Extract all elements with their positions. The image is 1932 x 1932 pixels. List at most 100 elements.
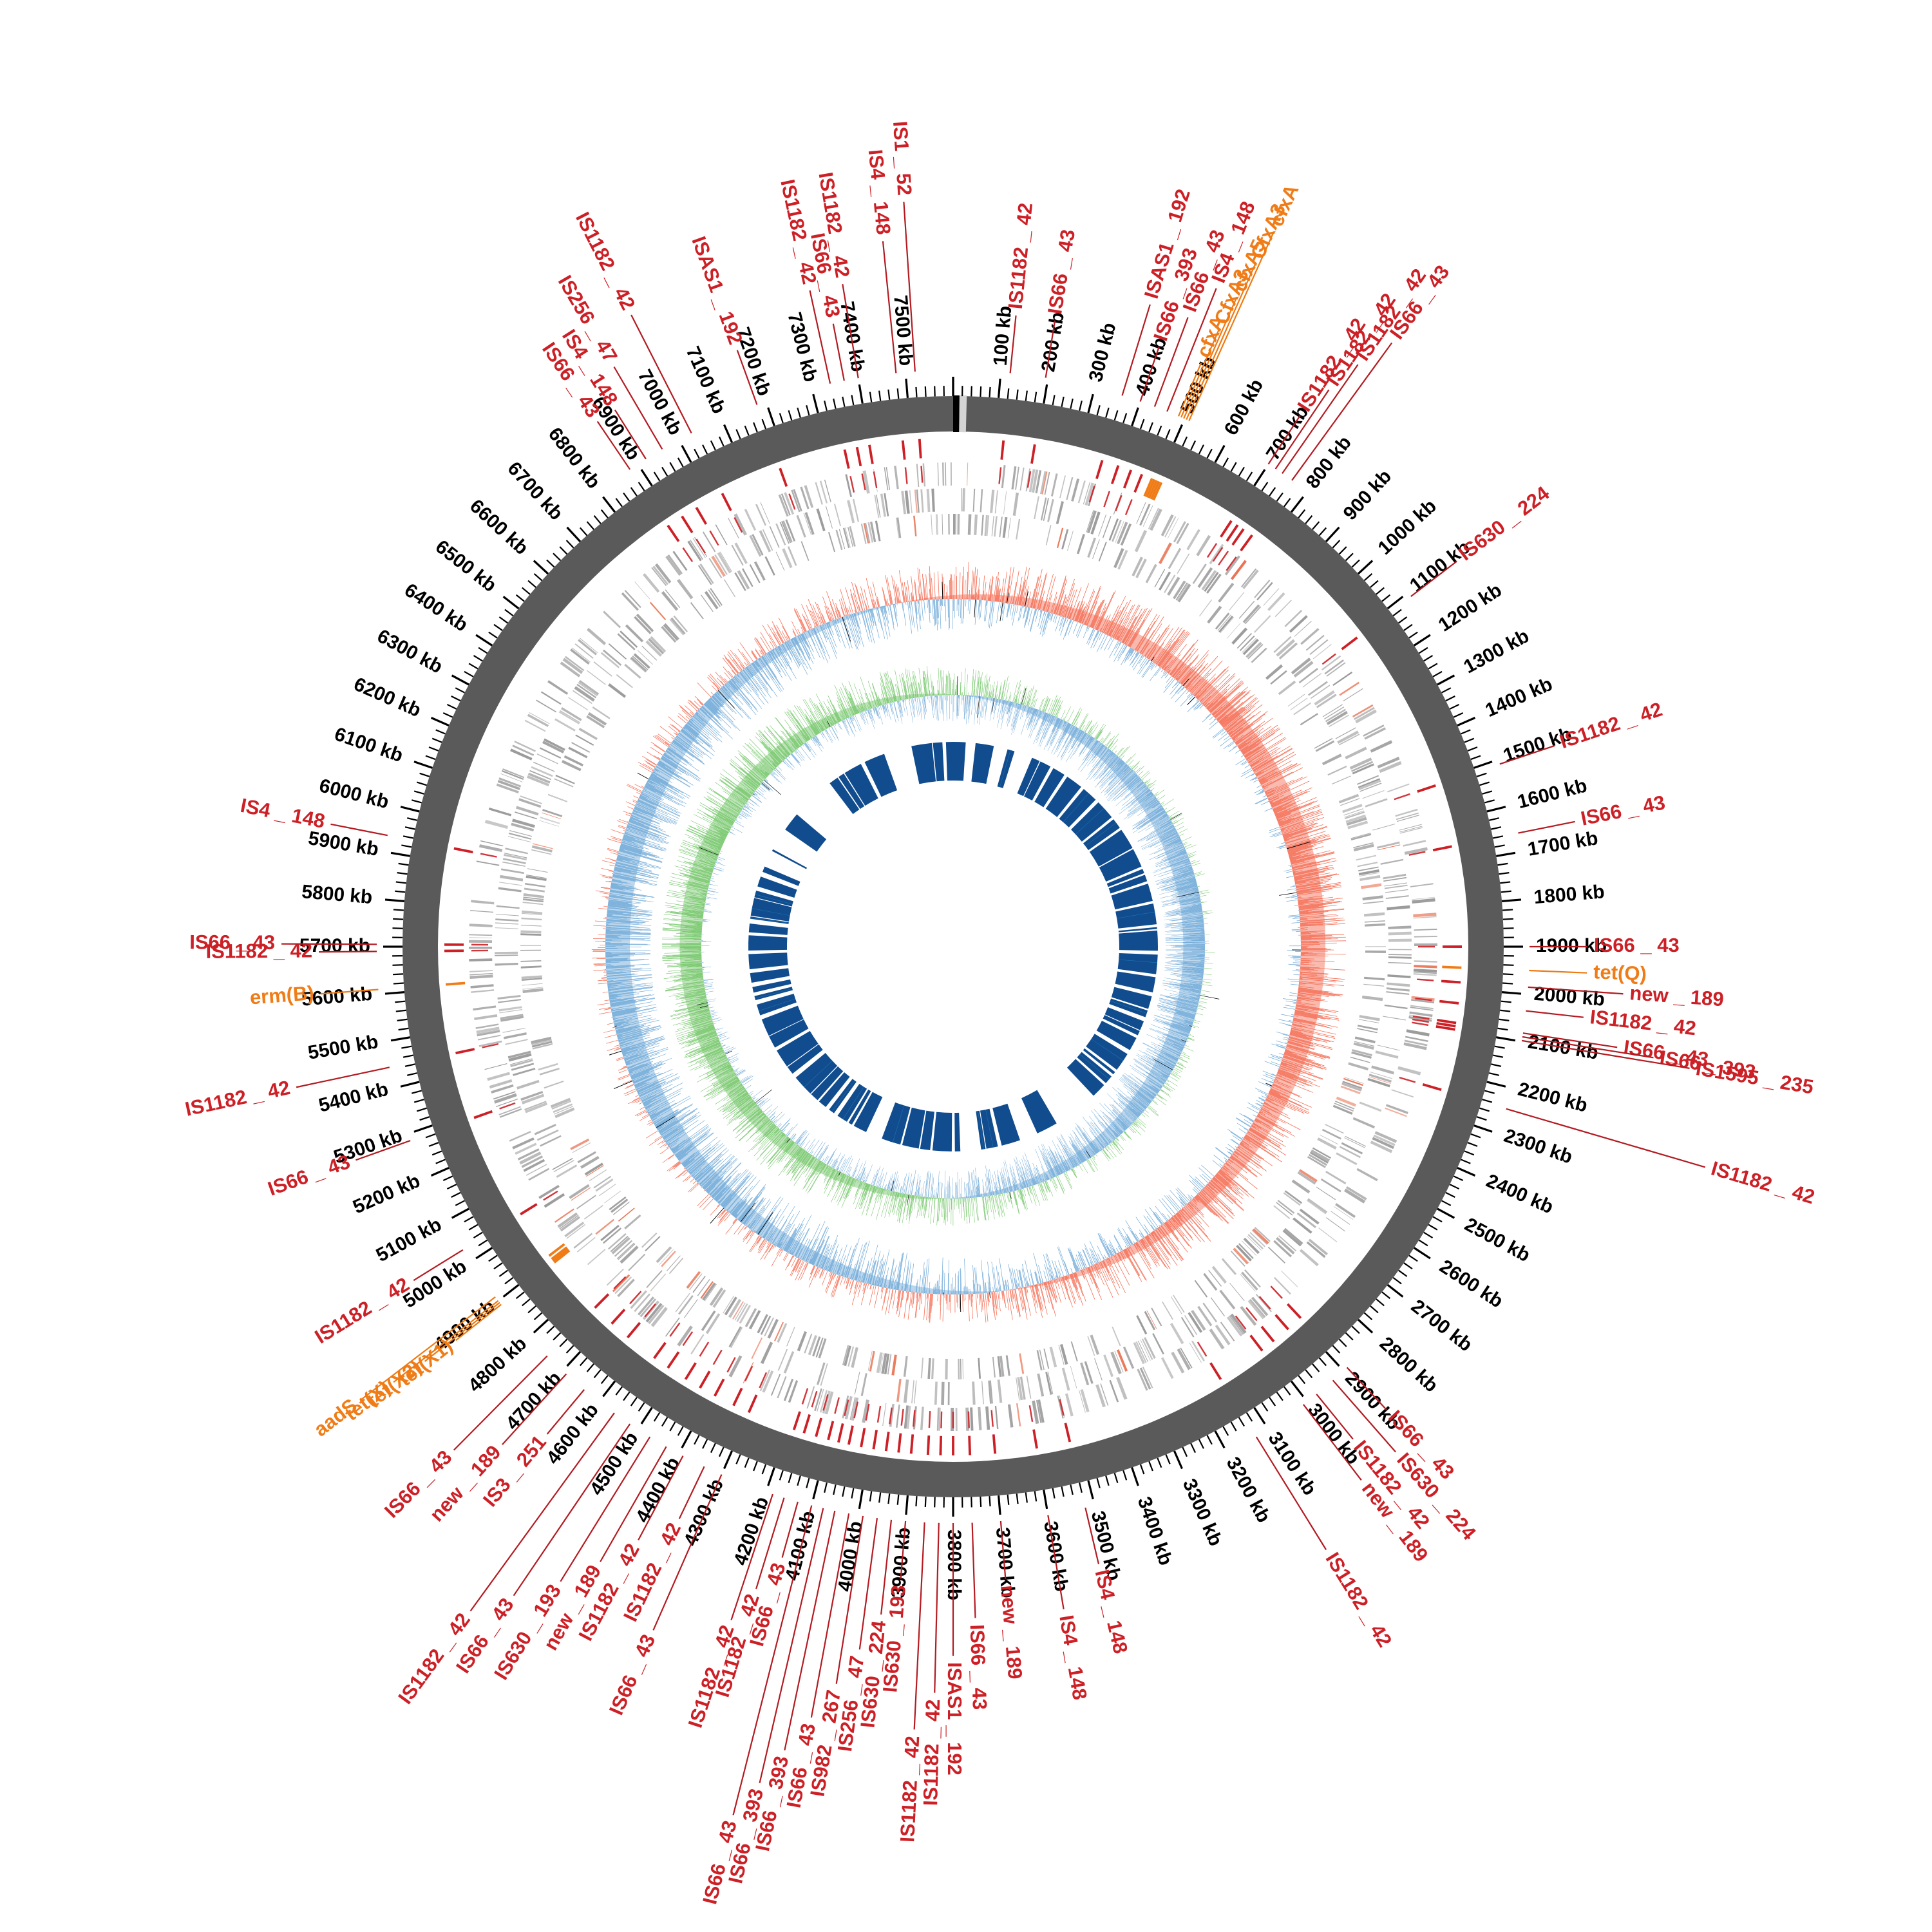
histogram-envelope: [1195, 682, 1209, 697]
cds-block: [1220, 617, 1235, 634]
histogram-envelope: [1227, 1160, 1241, 1172]
histogram-envelope: [1280, 819, 1303, 829]
is-element-marker: [444, 943, 464, 946]
cds-block: [522, 983, 543, 986]
cds-block: [1404, 847, 1428, 855]
histogram-bar: [1133, 655, 1143, 671]
cds-block: [630, 1290, 647, 1309]
cds-block: [624, 663, 641, 679]
histogram-envelope: [1259, 1110, 1278, 1121]
is-element-inner-tick: [940, 1411, 943, 1428]
histogram-envelope: [1258, 1113, 1276, 1124]
cds-block: [1332, 671, 1353, 687]
cds-block: [522, 898, 544, 903]
cds-block: [1043, 498, 1049, 521]
cds-block: [608, 643, 627, 660]
cds-block: [539, 1067, 560, 1075]
cds-block: [538, 1063, 558, 1071]
histogram-envelope: [1300, 922, 1325, 925]
cds-block: [517, 1148, 540, 1160]
cds-block: [1098, 514, 1107, 536]
is-element-inner-tick: [1408, 851, 1426, 856]
ruler-tick: [710, 440, 716, 451]
cds-block: [704, 591, 719, 610]
ruler-tick-label: 2400 kb: [1483, 1170, 1557, 1218]
cds-block: [1340, 798, 1360, 806]
cds-block: [731, 544, 744, 566]
histogram-envelope: [1296, 1000, 1320, 1005]
is-element-marker: [1249, 1334, 1264, 1352]
ruler-tick: [1173, 424, 1183, 443]
ruler-tick: [1214, 444, 1226, 463]
histogram-envelope: [1238, 735, 1258, 749]
cds-block: [1240, 1305, 1257, 1326]
ruler-tick: [1007, 1494, 1010, 1505]
is-element-marker: [901, 440, 906, 460]
ruler-tick: [1016, 1493, 1019, 1504]
ruler-tick: [498, 616, 508, 624]
histogram-envelope: [1208, 1182, 1220, 1194]
cds-block: [1385, 1107, 1407, 1117]
histogram-bar: [1287, 888, 1296, 891]
cds-block: [770, 1374, 781, 1396]
histogram-envelope: [1295, 1006, 1319, 1012]
cds-block: [1299, 1208, 1320, 1225]
cds-block: [1356, 855, 1377, 861]
is-element-inner-tick: [1412, 1018, 1429, 1023]
cds-block: [520, 795, 542, 804]
is-element-marker: [1095, 460, 1104, 479]
cds-block: [1159, 571, 1171, 591]
cds-block: [1403, 1042, 1427, 1050]
ruler-tick: [1305, 515, 1313, 524]
cds-block: [1133, 1342, 1144, 1365]
is-element-marker: [779, 468, 788, 488]
histogram-bar: [1131, 652, 1139, 664]
histogram-bar: [1061, 616, 1062, 618]
cds-block: [1354, 1041, 1375, 1046]
histogram-envelope: [954, 594, 956, 600]
histogram-envelope: [1117, 627, 1126, 641]
histogram-envelope: [1191, 679, 1206, 695]
histogram-envelope: [1229, 1157, 1244, 1169]
cds-block: [509, 1058, 533, 1065]
cds-block: [520, 965, 542, 969]
ruler-tick: [1376, 1298, 1385, 1307]
is-element-marker: [1341, 636, 1358, 650]
histogram-envelope: [1213, 1176, 1227, 1188]
cds-block: [1352, 1049, 1372, 1057]
ruler-tick: [1470, 1133, 1481, 1139]
cds-block: [1003, 491, 1007, 515]
histogram-envelope: [1077, 610, 1083, 623]
histogram-envelope: [1153, 649, 1165, 663]
cds-block: [1206, 573, 1222, 594]
cds-block: [783, 1351, 795, 1374]
cds-block: [1324, 659, 1344, 675]
cds-block: [953, 514, 956, 535]
cds-block: [521, 978, 542, 981]
cds-block: [755, 504, 766, 526]
is-element-inner-tick: [904, 467, 908, 484]
ruler-tick: [395, 890, 406, 893]
cds-block: [1414, 960, 1437, 963]
histogram-envelope: [1278, 1068, 1300, 1077]
is-element-marker: [837, 1423, 844, 1443]
cds-block: [476, 1027, 500, 1034]
ruler-tick: [1502, 909, 1513, 911]
ruler-tick: [406, 1072, 418, 1076]
cds-block: [498, 1006, 522, 1012]
is-element-inner-tick: [682, 547, 694, 562]
ruler-tick: [402, 835, 413, 839]
cds-block: [500, 1014, 524, 1019]
ruler-tick: [593, 515, 601, 524]
cds-block: [577, 1151, 596, 1164]
cds-block: [1191, 1340, 1205, 1361]
ruler-tick: [1461, 729, 1471, 735]
cds-block: [1256, 582, 1273, 601]
histogram-envelope: [1236, 733, 1256, 747]
histogram-envelope: [948, 595, 950, 600]
histogram-envelope: [1242, 1139, 1258, 1151]
histogram-envelope: [1047, 601, 1052, 612]
ruler-tick: [1338, 546, 1347, 555]
cds-block: [1076, 533, 1085, 554]
histogram-envelope: [1218, 707, 1235, 723]
